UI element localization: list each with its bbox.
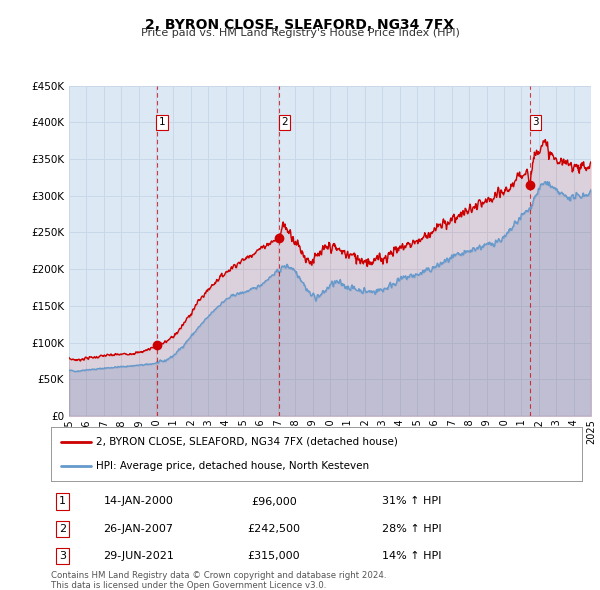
Text: Contains HM Land Registry data © Crown copyright and database right 2024.
This d: Contains HM Land Registry data © Crown c… bbox=[51, 571, 386, 590]
Text: 14% ↑ HPI: 14% ↑ HPI bbox=[382, 551, 442, 561]
Text: 28% ↑ HPI: 28% ↑ HPI bbox=[382, 524, 442, 534]
Text: 2: 2 bbox=[281, 117, 287, 127]
Text: 1: 1 bbox=[59, 497, 66, 506]
Text: Price paid vs. HM Land Registry's House Price Index (HPI): Price paid vs. HM Land Registry's House … bbox=[140, 28, 460, 38]
Text: £315,000: £315,000 bbox=[248, 551, 301, 561]
Text: 29-JUN-2021: 29-JUN-2021 bbox=[103, 551, 174, 561]
Text: 31% ↑ HPI: 31% ↑ HPI bbox=[382, 497, 442, 506]
Text: 14-JAN-2000: 14-JAN-2000 bbox=[104, 497, 173, 506]
Text: HPI: Average price, detached house, North Kesteven: HPI: Average price, detached house, Nort… bbox=[96, 461, 369, 471]
Text: 3: 3 bbox=[532, 117, 538, 127]
Text: £242,500: £242,500 bbox=[248, 524, 301, 534]
Text: 1: 1 bbox=[158, 117, 165, 127]
Text: 2: 2 bbox=[59, 524, 66, 534]
Text: £96,000: £96,000 bbox=[251, 497, 297, 506]
Text: 26-JAN-2007: 26-JAN-2007 bbox=[104, 524, 173, 534]
Text: 2, BYRON CLOSE, SLEAFORD, NG34 7FX: 2, BYRON CLOSE, SLEAFORD, NG34 7FX bbox=[145, 18, 455, 32]
Text: 3: 3 bbox=[59, 551, 66, 561]
Text: 2, BYRON CLOSE, SLEAFORD, NG34 7FX (detached house): 2, BYRON CLOSE, SLEAFORD, NG34 7FX (deta… bbox=[96, 437, 398, 447]
